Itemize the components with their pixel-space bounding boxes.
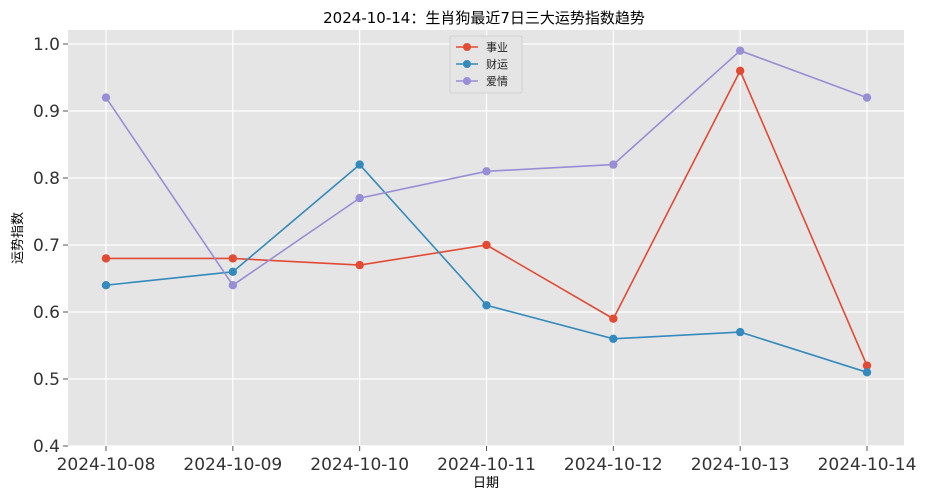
data-point [482, 301, 491, 310]
x-tick-label: 2024-10-13 [691, 455, 790, 475]
data-point [735, 46, 745, 55]
x-axis-label: 日期 [473, 476, 499, 491]
data-point [862, 368, 872, 377]
y-tick-label: 0.7 [33, 236, 60, 256]
x-tick-label: 2024-10-12 [564, 455, 663, 475]
y-tick-label: 0.4 [33, 437, 60, 457]
x-axis-ticks: 2024-10-08 2024-10-09 2024-10-10 2024-10-11… [57, 446, 917, 475]
data-point [228, 281, 238, 290]
data-point [735, 66, 745, 76]
data-point [735, 327, 745, 337]
data-point [609, 160, 618, 169]
data-point [228, 254, 238, 263]
y-tick-label: 1.0 [33, 35, 60, 55]
data-point [482, 167, 491, 176]
legend-label: 爱情 [486, 75, 508, 88]
y-tick-label: 0.6 [33, 303, 60, 323]
data-point [609, 334, 618, 343]
data-point [355, 160, 364, 169]
x-tick-label: 2024-10-09 [183, 455, 282, 475]
x-tick-label: 2024-10-10 [310, 455, 409, 475]
data-point [355, 193, 364, 203]
legend-marker [463, 60, 471, 68]
y-tick-label: 0.9 [33, 102, 60, 122]
data-point [862, 93, 872, 102]
x-tick-label: 2024-10-08 [57, 455, 156, 475]
legend-label: 财运 [486, 57, 508, 71]
data-point [482, 240, 491, 250]
x-tick-label: 2024-10-14 [818, 455, 917, 475]
data-point [101, 281, 111, 290]
data-point [228, 267, 238, 276]
data-point [862, 361, 872, 370]
series-points [101, 46, 872, 377]
x-tick-label: 2024-10-11 [437, 455, 536, 475]
y-axis-label: 运势指数 [10, 212, 26, 264]
data-point [355, 260, 364, 270]
data-point [101, 254, 111, 263]
y-tick-label: 0.5 [33, 370, 60, 390]
chart-title: 2024-10-14：生肖狗最近7日三大运势指数趋势 [323, 9, 645, 27]
y-axis-ticks: 0.4 0.5 0.6 0.7 0.8 0.9 1.0 [33, 35, 68, 457]
legend-marker [463, 77, 471, 85]
data-point [101, 93, 111, 102]
legend-marker [463, 43, 471, 51]
y-tick-label: 0.8 [33, 169, 60, 189]
data-point [609, 314, 618, 323]
legend-label: 事业 [486, 41, 508, 54]
